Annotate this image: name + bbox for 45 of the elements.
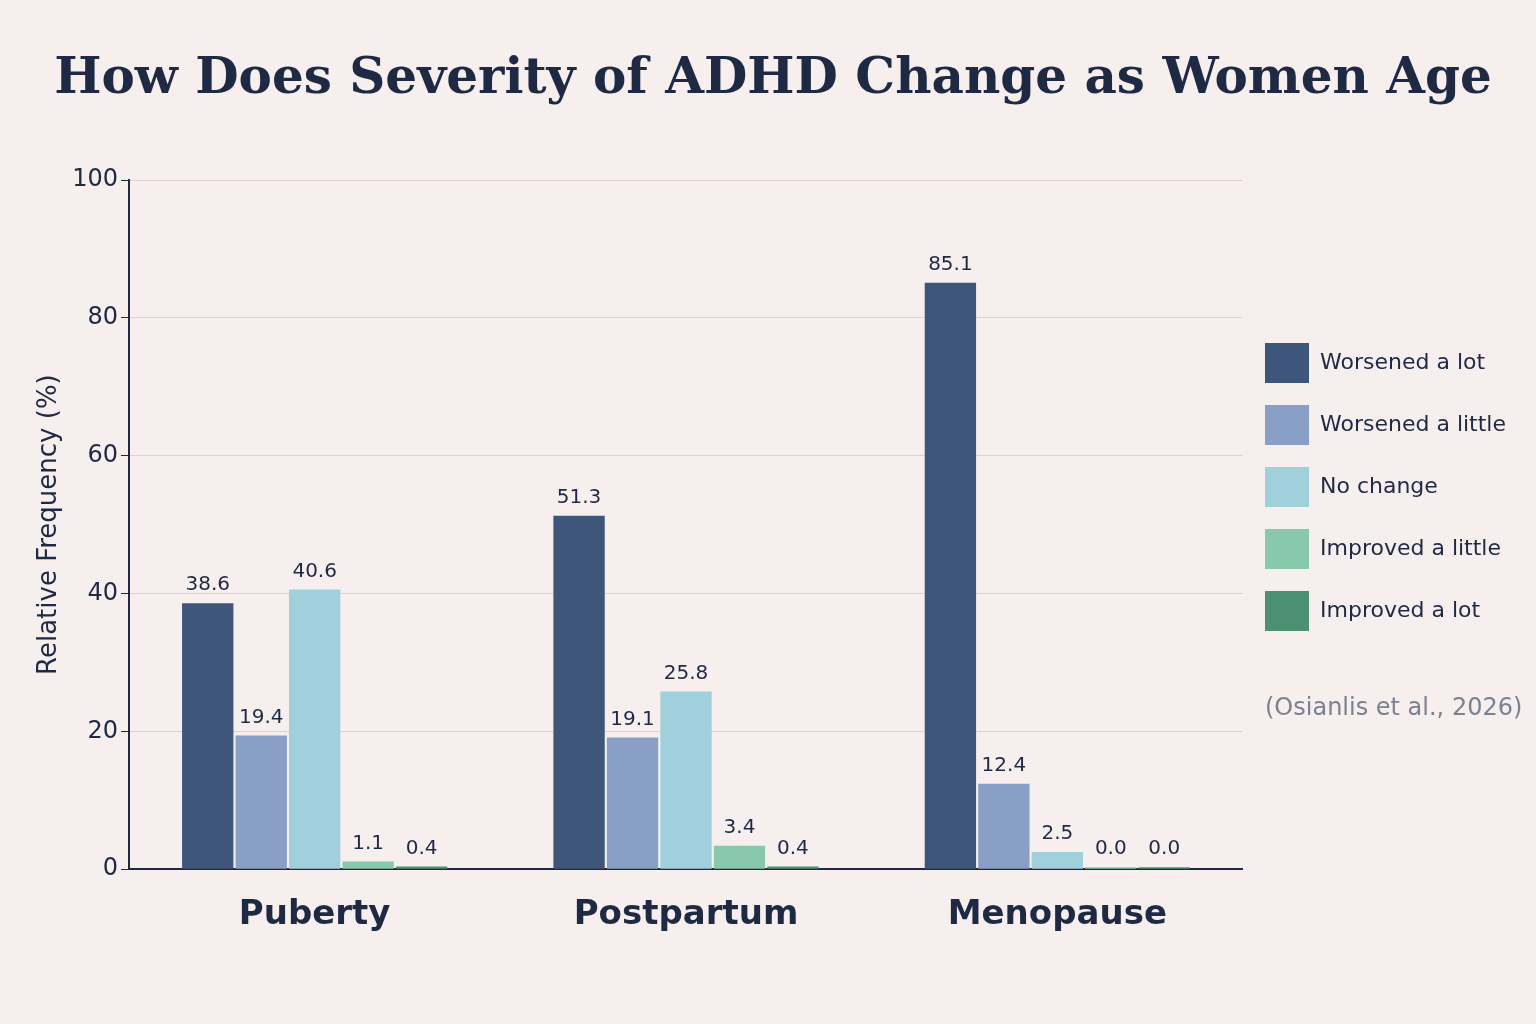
x-tick-label: Puberty [238,892,391,933]
bar [767,866,819,869]
data-label: 25.8 [663,659,709,684]
legend-label: Improved a little [1320,534,1502,560]
bar [395,866,448,869]
bar [235,735,287,869]
chart-title: How Does Severity of ADHD Change as Women Age [54,45,1492,105]
y-tick-label: 0 [102,853,119,882]
bar [713,845,766,869]
bar [660,691,712,869]
bar [978,783,1030,869]
legend-label: No change [1320,472,1438,498]
y-tick-label: 20 [87,715,119,744]
data-label: 51.3 [556,483,602,508]
bar [606,737,659,869]
bar [289,589,341,869]
data-label: 12.4 [981,751,1027,776]
data-label: 2.5 [1041,820,1074,845]
y-tick-label: 60 [87,439,119,468]
legend-label: Worsened a lot [1320,348,1486,374]
bar [1031,851,1083,869]
legend-label: Improved a lot [1320,596,1481,622]
data-label: 19.1 [610,705,655,730]
data-label: 0.0 [1094,835,1127,860]
y-axis-title: Relative Frequency (%) [32,374,63,675]
data-label: 19.4 [238,703,284,728]
y-tick-label: 100 [72,164,119,193]
data-label: 85.1 [928,250,973,275]
bar [182,603,234,869]
data-label: 1.1 [352,829,385,854]
data-label: 0.0 [1148,835,1181,860]
data-label: 0.4 [405,834,438,859]
text: (Osianlis et al., 2026) [1265,693,1523,722]
bar [924,282,977,869]
legend-label: Worsened a little [1320,410,1507,436]
data-label: 40.6 [292,557,337,582]
x-tick-label: Menopause [947,892,1167,933]
bar [342,861,394,869]
data-label: 3.4 [723,813,756,838]
bar [553,515,605,869]
y-tick-label: 40 [87,577,119,606]
x-tick-label: Postpartum [573,892,799,933]
y-tick-label: 80 [87,302,119,331]
data-label: 38.6 [185,571,230,596]
data-label: 0.4 [777,834,809,859]
